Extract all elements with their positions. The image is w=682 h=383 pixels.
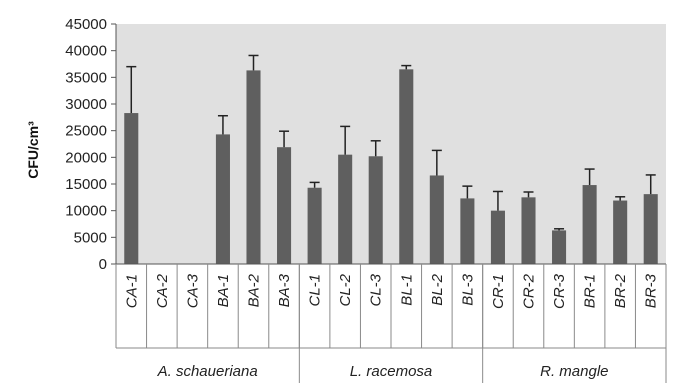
bars-layer (124, 54, 658, 265)
x-axis: CA-1 CA-2 CA-3 BA-1 BA-2 BA-3 CL-1 CL-2 CL-3 BL-1… (115, 263, 667, 383)
y-axis-label: CFU/cm³ (25, 121, 41, 179)
y-tick-label: 30000 (65, 96, 107, 113)
bar-cl-1 (307, 187, 322, 264)
bar-ba-3 (277, 147, 292, 264)
x-tick-label: BL-3 (459, 273, 476, 305)
x-tick-label: CR-1 (490, 274, 507, 309)
group-label: A. schaueriana (157, 363, 258, 380)
x-tick-label: BA-1 (215, 274, 232, 307)
bar-cl-2 (338, 154, 353, 264)
x-tick-label: CA-3 (184, 273, 201, 308)
bar-ba-2 (246, 70, 261, 265)
y-axis: 0 5000 10000 15000 20000 25000 30000 35000 40000… (65, 16, 117, 273)
bar-ba-1 (215, 134, 230, 264)
group-label: R. mangle (540, 363, 608, 380)
bar-cr-2 (521, 197, 536, 264)
y-tick-label: 10000 (65, 203, 107, 220)
x-tick-label: CL-1 (307, 274, 324, 307)
x-tick-label: CA-2 (154, 273, 171, 308)
bar-cr-1 (490, 210, 505, 264)
y-tick-label: 25000 (65, 123, 107, 140)
x-tick-label: CR-3 (551, 273, 568, 309)
x-tick-label: BL-1 (398, 274, 415, 306)
plot-area (116, 24, 666, 264)
y-tick-label: 45000 (65, 16, 107, 33)
x-tick-label: BA-3 (276, 273, 293, 307)
y-tick-label: 15000 (65, 176, 107, 193)
bar-bl-3 (460, 198, 475, 264)
y-tick-label: 40000 (65, 43, 107, 60)
y-tick-label: 5000 (74, 229, 107, 246)
y-tick-label: 20000 (65, 149, 107, 166)
bar-br-3 (643, 194, 658, 264)
bar-br-2 (613, 200, 628, 264)
group-label: L. racemosa (350, 363, 433, 380)
bar-ca-1 (124, 113, 139, 264)
x-tick-label: BR-1 (582, 274, 599, 308)
bar-bl-1 (399, 69, 414, 264)
y-tick-label: 35000 (65, 69, 107, 86)
x-tick-label: BA-2 (246, 273, 263, 307)
x-tick-label: CR-2 (521, 273, 538, 309)
x-tick-label: CL-2 (337, 273, 354, 306)
bar-bl-2 (429, 175, 444, 264)
x-tick-label: BR-3 (643, 273, 660, 308)
x-tick-label: CL-3 (368, 273, 385, 306)
bar-cr-3 (552, 230, 567, 264)
bar-cl-3 (368, 156, 383, 264)
x-tick-label: CA-1 (123, 274, 140, 308)
bar-br-1 (582, 185, 597, 264)
y-tick-label: 0 (99, 256, 107, 273)
x-tick-label: BR-2 (612, 273, 629, 308)
x-tick-label: BL-2 (429, 273, 446, 305)
